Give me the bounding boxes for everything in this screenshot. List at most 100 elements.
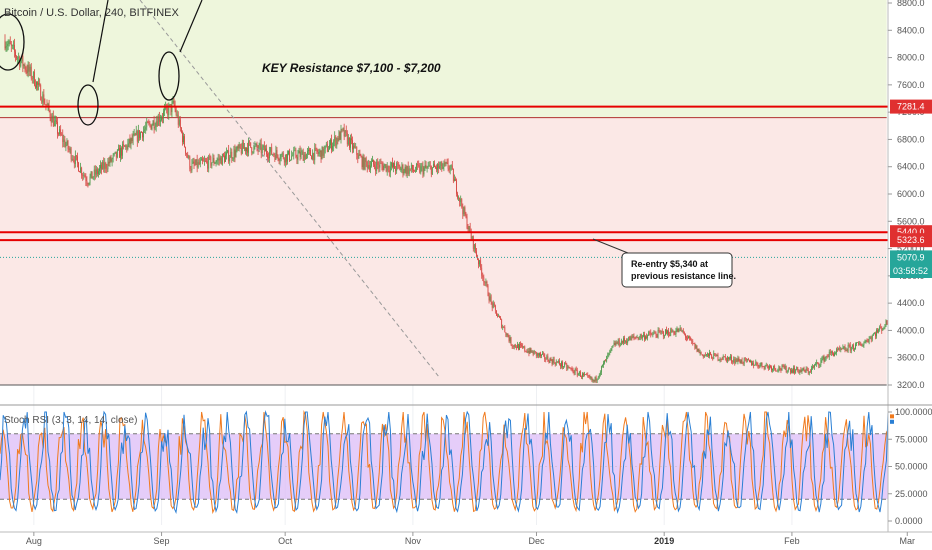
candle bbox=[589, 374, 591, 380]
shaded-zones bbox=[0, 0, 887, 386]
candle bbox=[83, 171, 85, 180]
candle bbox=[728, 356, 729, 362]
candle bbox=[846, 348, 848, 353]
candle bbox=[498, 313, 499, 317]
candle bbox=[472, 235, 474, 252]
candle bbox=[12, 40, 14, 50]
candle bbox=[743, 357, 745, 367]
candle bbox=[51, 112, 53, 123]
candle bbox=[868, 336, 870, 345]
candle bbox=[6, 40, 8, 52]
candle bbox=[704, 352, 706, 357]
candle bbox=[238, 141, 240, 152]
candle bbox=[605, 358, 606, 362]
candle bbox=[230, 147, 232, 158]
candle bbox=[481, 264, 483, 279]
candle bbox=[301, 149, 303, 155]
candle bbox=[568, 365, 570, 369]
candle bbox=[436, 164, 437, 173]
candle bbox=[711, 353, 713, 359]
candle bbox=[62, 129, 64, 148]
candle bbox=[103, 157, 105, 173]
candle bbox=[687, 335, 688, 341]
candle bbox=[363, 154, 365, 171]
candle bbox=[367, 159, 369, 170]
candle bbox=[291, 150, 293, 161]
candle bbox=[778, 365, 780, 373]
candle bbox=[226, 147, 227, 160]
candle bbox=[66, 138, 68, 146]
candle bbox=[617, 338, 619, 346]
x-tick-label: 2019 bbox=[654, 536, 674, 546]
candle bbox=[519, 342, 520, 351]
top-highlight-ellipse-1 bbox=[77, 84, 99, 126]
candle bbox=[171, 98, 173, 118]
candle bbox=[271, 143, 273, 155]
candle bbox=[539, 352, 540, 358]
candle bbox=[577, 372, 579, 376]
candle bbox=[819, 363, 821, 369]
candle bbox=[457, 191, 458, 200]
candle bbox=[426, 165, 428, 173]
candle bbox=[422, 161, 424, 178]
candle bbox=[257, 145, 259, 155]
candle bbox=[347, 134, 349, 146]
candle bbox=[541, 354, 542, 359]
candle bbox=[740, 359, 742, 365]
candle bbox=[111, 157, 113, 167]
candle bbox=[494, 304, 496, 314]
candle bbox=[434, 160, 435, 168]
candle bbox=[353, 142, 355, 153]
candle bbox=[187, 151, 189, 159]
candle bbox=[869, 335, 871, 340]
candle bbox=[296, 154, 298, 165]
candle bbox=[178, 116, 180, 127]
candle bbox=[455, 176, 456, 181]
callout-pointer-1 bbox=[92, 0, 109, 83]
candle bbox=[860, 341, 862, 346]
candle bbox=[351, 133, 352, 145]
candle bbox=[746, 358, 748, 363]
candle bbox=[450, 164, 452, 171]
candle bbox=[604, 360, 605, 365]
candle bbox=[679, 325, 681, 331]
x-tick-label: Feb bbox=[784, 536, 800, 546]
candle bbox=[50, 113, 52, 127]
candle bbox=[836, 347, 837, 356]
candle bbox=[556, 361, 558, 364]
candle bbox=[157, 113, 159, 126]
candle bbox=[360, 153, 362, 158]
candle bbox=[483, 274, 485, 286]
candle bbox=[120, 144, 121, 162]
candle bbox=[522, 343, 524, 350]
candle bbox=[870, 335, 872, 343]
candle bbox=[750, 359, 751, 363]
candle bbox=[473, 243, 475, 253]
candle bbox=[854, 347, 855, 352]
candle bbox=[288, 150, 289, 156]
candle bbox=[534, 350, 536, 354]
candle bbox=[785, 365, 787, 374]
candle bbox=[79, 170, 80, 173]
candle bbox=[755, 359, 757, 366]
candle bbox=[227, 149, 229, 154]
candle bbox=[332, 142, 334, 152]
candle bbox=[654, 330, 656, 334]
candle bbox=[638, 336, 640, 341]
candle bbox=[751, 360, 752, 366]
candle bbox=[444, 158, 446, 167]
candle bbox=[802, 367, 804, 371]
candle bbox=[503, 326, 505, 329]
price-badge-label: 5440.0 bbox=[897, 227, 925, 237]
candle bbox=[134, 132, 136, 136]
candle bbox=[88, 182, 90, 186]
candle bbox=[346, 130, 348, 147]
candle bbox=[678, 328, 680, 333]
candle bbox=[588, 375, 590, 379]
candle bbox=[380, 158, 382, 164]
candle bbox=[880, 323, 882, 329]
candle bbox=[448, 165, 450, 173]
candle bbox=[305, 153, 307, 160]
candle bbox=[546, 354, 548, 360]
candle bbox=[559, 358, 560, 366]
